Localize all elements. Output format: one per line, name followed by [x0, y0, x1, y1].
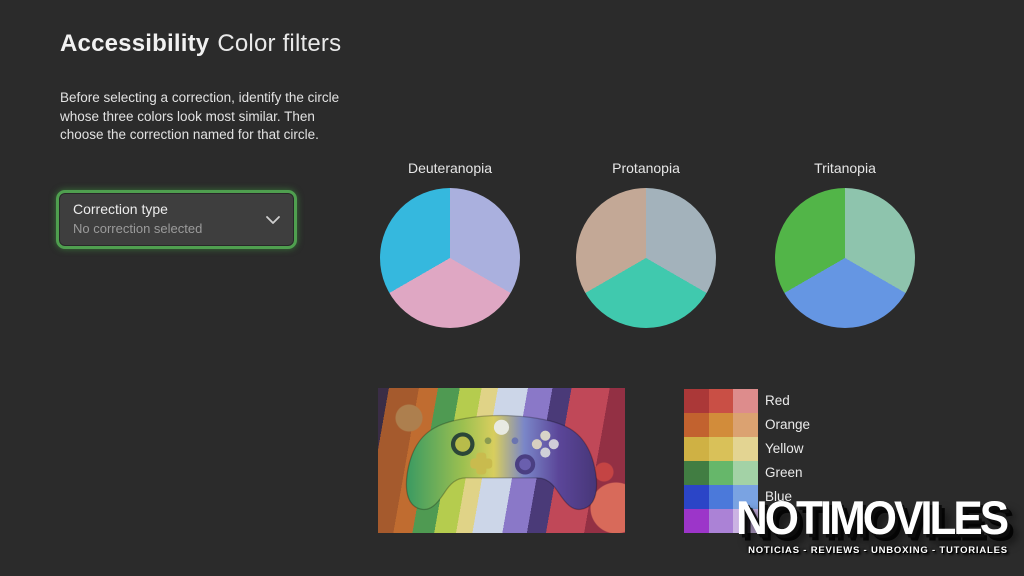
pie-group-tritanopia: Tritanopia: [775, 160, 915, 328]
dropdown-selected-value: No correction selected: [73, 221, 203, 236]
pie-group-deuteranopia: Deuteranopia: [380, 160, 520, 328]
palette-label: Orange: [765, 417, 811, 432]
watermark-tagline: NOTICIAS - REVIEWS - UNBOXING - TUTORIAL…: [748, 545, 1008, 556]
color-palette-grid: [684, 389, 758, 533]
palette-swatch: [708, 437, 733, 461]
palette-swatch: [733, 461, 758, 485]
page-title: Accessibility Color filters: [60, 30, 341, 58]
correction-type-dropdown[interactable]: Correction type No correction selected: [56, 190, 297, 249]
palette-swatch: [684, 413, 709, 437]
palette-swatch: [684, 389, 709, 413]
palette-label: Blue: [765, 489, 793, 504]
palette-swatch: [708, 389, 733, 413]
pie-chart-tritanopia: [775, 188, 915, 328]
dropdown-label: Correction type: [73, 201, 168, 217]
chevron-down-icon: [266, 215, 280, 224]
intro-text: Before selecting a correction, identify …: [60, 90, 340, 142]
pie-title: Protanopia: [612, 160, 680, 176]
pie-title: Deuteranopia: [407, 160, 493, 176]
palette-swatch: [733, 413, 758, 437]
controller-preview-image: [378, 388, 625, 533]
palette-swatch: [684, 509, 709, 533]
palette-swatch: [684, 485, 709, 509]
palette-swatch: [733, 509, 758, 533]
palette-swatch: [733, 389, 758, 413]
page-title-subsection: Color filters: [217, 30, 342, 57]
palette-swatch: [708, 413, 733, 437]
pie-chart-deuteranopia: [380, 188, 520, 328]
palette-swatch: [708, 509, 733, 533]
watermark-logo: NOTIMOVILES: [736, 492, 1009, 545]
palette-swatch: [684, 461, 709, 485]
palette-swatch: [708, 461, 733, 485]
palette-label: Yellow: [765, 441, 804, 456]
palette-swatch: [733, 437, 758, 461]
pie-title: Tritanopia: [814, 160, 876, 176]
palette-label: Red: [765, 393, 790, 408]
palette-swatch: [733, 485, 758, 509]
page-title-section: Accessibility: [60, 30, 210, 57]
pie-group-protanopia: Protanopia: [576, 160, 716, 328]
color-palette-labels: Red Orange Yellow Green Blue: [765, 389, 810, 509]
palette-swatch: [684, 437, 709, 461]
pie-chart-protanopia: [576, 188, 716, 328]
palette-swatch: [708, 485, 733, 509]
palette-label: Green: [765, 465, 803, 480]
xbox-controller-illustration: [405, 414, 598, 511]
